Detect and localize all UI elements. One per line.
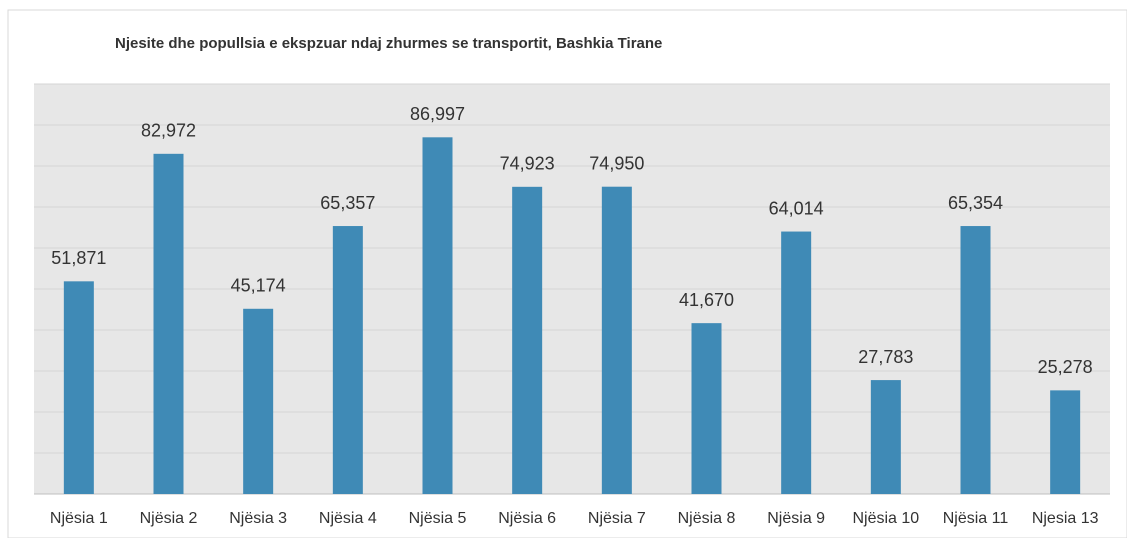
x-tick-label: Njësia 2 xyxy=(140,510,198,527)
bar xyxy=(601,186,632,494)
data-label: 82,972 xyxy=(141,121,196,141)
bar xyxy=(153,153,184,494)
data-label: 74,923 xyxy=(500,154,555,174)
x-tick-label: Njësia 10 xyxy=(852,510,919,527)
bar xyxy=(422,137,453,494)
x-tick-label: Njësia 1 xyxy=(50,510,108,527)
data-label: 27,783 xyxy=(858,347,913,367)
data-label: 65,354 xyxy=(948,193,1003,213)
data-label: 51,871 xyxy=(51,248,106,268)
data-label: 25,278 xyxy=(1038,357,1093,377)
bar xyxy=(781,231,812,494)
data-label: 74,950 xyxy=(589,153,644,173)
x-tick-label: Njësia 6 xyxy=(498,510,556,527)
bar xyxy=(960,226,991,495)
x-tick-label: Njësia 5 xyxy=(409,510,467,527)
data-label: 65,357 xyxy=(320,193,375,213)
x-tick-label: Njesia 13 xyxy=(1032,510,1099,527)
bar xyxy=(512,186,543,494)
chart-title: Njesite dhe popullsia e ekspzuar ndaj zh… xyxy=(115,35,662,52)
data-label: 45,174 xyxy=(231,276,286,296)
x-tick-label: Njësia 9 xyxy=(767,510,825,527)
data-label: 41,670 xyxy=(679,290,734,310)
bar xyxy=(1050,390,1081,494)
x-tick-label: Njësia 11 xyxy=(943,510,1009,527)
data-label: 64,014 xyxy=(769,198,824,218)
x-tick-label: Njësia 4 xyxy=(319,510,377,527)
bar xyxy=(870,380,901,494)
bar xyxy=(63,281,94,494)
bar xyxy=(332,226,363,494)
bar xyxy=(691,323,722,494)
x-tick-label: Njësia 3 xyxy=(229,510,287,527)
x-tick-label: Njësia 8 xyxy=(678,510,736,527)
data-label: 86,997 xyxy=(410,104,465,124)
bar xyxy=(243,308,274,494)
x-tick-label: Njësia 7 xyxy=(588,510,646,527)
